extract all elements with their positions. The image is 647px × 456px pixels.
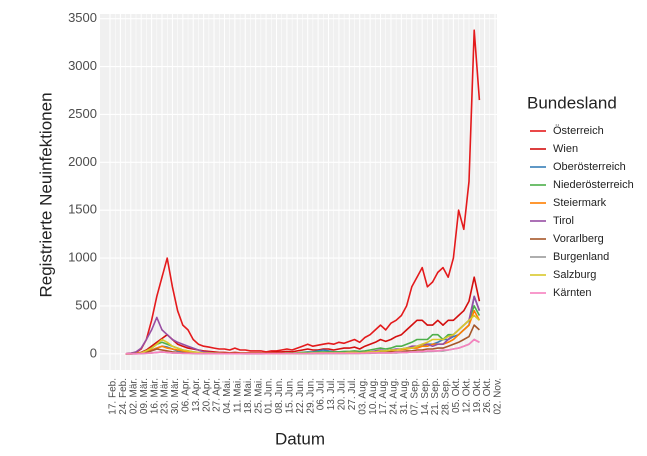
panel [100, 14, 497, 370]
x-tick-label: 17. Feb. [108, 378, 119, 415]
x-tick-label: 30. Mär. [170, 378, 181, 414]
x-tick-label: 26. Okt. [482, 378, 493, 413]
y-tick-label: 3000 [68, 58, 97, 73]
x-tick-label: 25. Mai. [253, 378, 264, 414]
x-tick-label: 06. Apr. [180, 378, 191, 412]
legend-label: Wien [553, 143, 578, 155]
x-tick-label: 10. Aug. [368, 378, 379, 415]
x-tick-label: 02. Mär. [128, 378, 139, 414]
y-tick-label: 0 [90, 345, 97, 360]
y-tick-label: 500 [75, 297, 97, 312]
x-tick-label: 11. Mai. [233, 378, 244, 413]
legend-label: Niederösterreich [553, 179, 634, 191]
x-tick-label: 20. Apr. [201, 378, 212, 412]
x-tick-label: 15. Jun. [285, 378, 296, 414]
legend-label: Steiermark [553, 197, 607, 209]
legend-title: Bundesland [527, 93, 617, 112]
x-tick-label: 27. Apr. [212, 378, 223, 412]
legend-label: Burgenland [553, 251, 609, 263]
y-tick-label: 1500 [68, 202, 97, 217]
x-tick-label: 09. Mär. [139, 378, 150, 414]
x-tick-label: 17. Aug. [378, 378, 389, 415]
legend-label: Oberösterreich [553, 161, 626, 173]
series-line [125, 29, 481, 355]
x-tick-label: 08. Jun. [274, 378, 285, 414]
x-tick-label: 31. Aug. [399, 378, 410, 415]
lines [125, 29, 481, 355]
x-tick-label: 18. Mai. [243, 378, 254, 414]
legend-label: Kärnten [553, 287, 592, 299]
y-tick-label: 1000 [68, 250, 97, 265]
x-tick-label: 19. Okt. [472, 378, 483, 413]
x-tick-label: 16. Mär. [149, 378, 160, 414]
x-tick-label: 06. Jul. [316, 378, 327, 410]
x-axis-title: Datum [275, 429, 325, 448]
series-line [125, 276, 481, 355]
x-tick-label: 13. Apr. [191, 378, 202, 412]
x-tick-label: 24. Feb. [118, 378, 129, 415]
y-tick-label: 2000 [68, 154, 97, 169]
x-tick-label: 03. Aug. [357, 378, 368, 415]
y-axis-title: Registrierte Neuinfektionen [36, 92, 55, 297]
legend-label: Tirol [553, 215, 574, 227]
legend-label: Österreich [553, 125, 604, 137]
x-tick-label: 28. Sep. [441, 378, 452, 415]
legend: Österreich Wien Oberösterreich Niederösterr… [530, 125, 634, 299]
x-tick-label: 02. Nov. [493, 378, 504, 415]
grid [100, 14, 497, 370]
series-line [125, 338, 480, 355]
x-tick-label: 24. Aug. [389, 378, 400, 415]
x-tick-label: 22. Jun. [295, 378, 306, 414]
x-tick-label: 05. Okt. [451, 378, 462, 413]
legend-label: Salzburg [553, 269, 596, 281]
x-tick-label: 29. Jun. [305, 378, 316, 414]
y-tick-label: 3500 [68, 10, 97, 25]
x-tick-label: 21. Sep. [430, 378, 441, 415]
x-tick-label: 13. Jul. [326, 378, 337, 410]
x-tick-label: 23. Mär. [160, 378, 171, 414]
y-tick-label: 2500 [68, 106, 97, 121]
x-tick-label: 12. Okt. [461, 378, 472, 413]
x-tick-label: 01. Jun. [264, 378, 275, 414]
x-tick-label: 14. Sep. [420, 378, 431, 415]
x-tick-label: 27. Jul. [347, 378, 358, 410]
x-tick-label: 07. Sep. [409, 378, 420, 415]
x-tick-label: 04. Mai. [222, 378, 233, 414]
legend-label: Vorarlberg [553, 233, 604, 245]
x-tick-label: 20. Jul. [337, 378, 348, 410]
